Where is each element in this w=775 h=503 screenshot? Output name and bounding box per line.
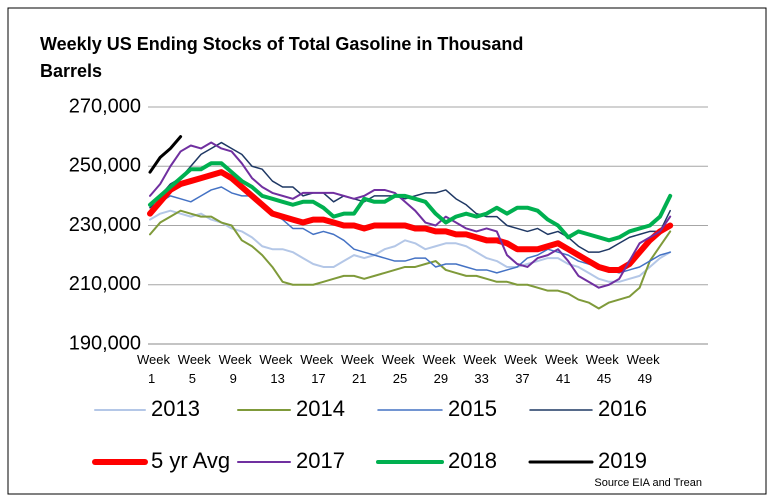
x-tick-label: Week 33 (463, 352, 496, 386)
series-line (149, 186, 671, 274)
series-line (149, 209, 672, 310)
legend-label: 2019 (598, 448, 647, 473)
series-line (148, 161, 673, 243)
legend-label: 2014 (296, 396, 345, 421)
x-tick-label: Week 45 (586, 352, 619, 386)
y-tick-label: 230,000 (69, 214, 141, 236)
x-tick-label: Week 9 (219, 352, 252, 386)
legend-label: 5 yr Avg (151, 448, 230, 473)
source-note: Source EIA and Trean (594, 477, 702, 489)
x-tick-label: Week 41 (545, 352, 578, 386)
y-tick-label: 270,000 (69, 95, 141, 117)
x-tick-label: Week 17 (300, 352, 333, 386)
legend-label: 2018 (448, 448, 497, 473)
legend-label: 2013 (151, 396, 200, 421)
chart-border (7, 7, 767, 495)
x-tick-label: Week 37 (504, 352, 537, 386)
legend-label: 2016 (598, 396, 647, 421)
chart-title: Barrels (40, 61, 102, 81)
y-tick-label: 210,000 (69, 273, 141, 295)
chart-title: Weekly US Ending Stocks of Total Gasolin… (40, 34, 523, 54)
series-line (149, 141, 672, 289)
x-tick-label: Week 13 (259, 352, 292, 386)
x-tick-label: Week 25 (382, 352, 415, 386)
y-tick-label: 250,000 (69, 155, 141, 177)
x-tick-label: Week 5 (178, 352, 211, 386)
x-tick-label: Week 49 (627, 352, 660, 386)
series-line (147, 169, 674, 273)
y-tick-label: 190,000 (69, 332, 141, 354)
x-tick-label: Week 29 (423, 352, 456, 386)
x-tick-label: Week 1 (137, 352, 170, 386)
legend-label: 2017 (296, 448, 345, 473)
series-line (149, 209, 672, 283)
legend-label: 2015 (448, 396, 497, 421)
x-tick-label: Week 21 (341, 352, 374, 386)
series-line (148, 135, 183, 174)
